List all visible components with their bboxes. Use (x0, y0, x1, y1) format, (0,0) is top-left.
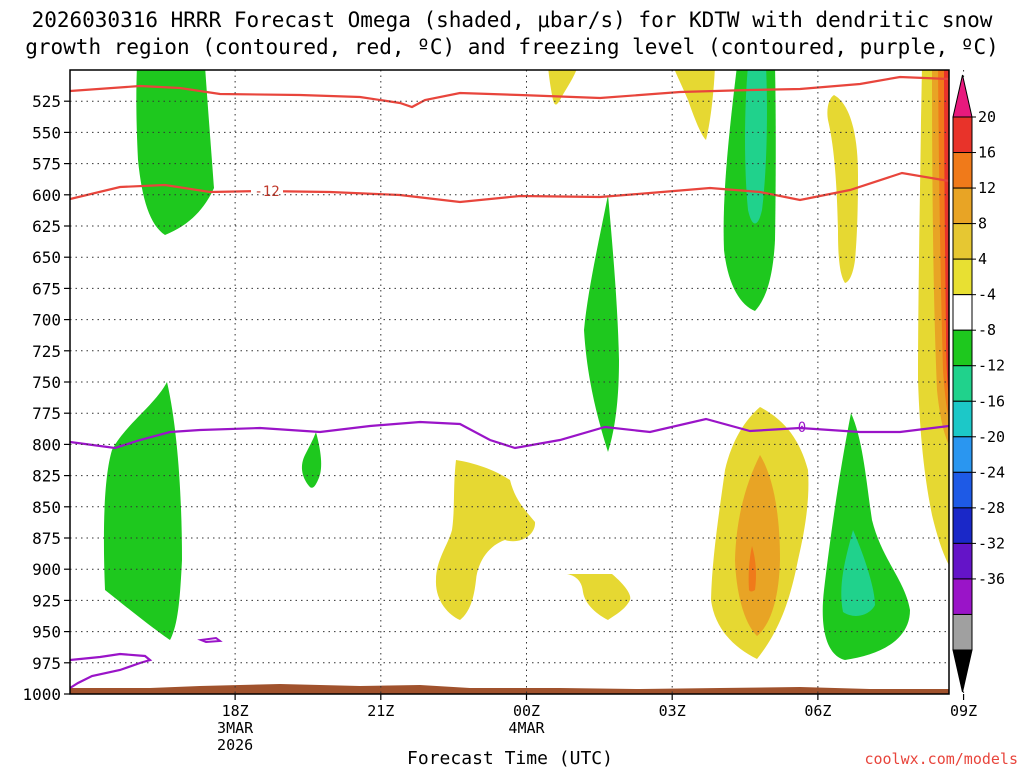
omega-region-ascent (103, 382, 182, 640)
dendritic-contour-minus12 (70, 171, 949, 204)
colorbar-label: 16 (978, 144, 996, 162)
colorbar-swatch (952, 578, 973, 615)
x-tick-label: 4MAR (508, 719, 545, 737)
y-tick-label: 975 (32, 654, 61, 673)
y-tick-label: 775 (32, 404, 61, 423)
y-tick-label: 900 (32, 560, 61, 579)
plot-frame (69, 69, 950, 695)
colorbar-swatch (952, 294, 973, 331)
omega-region-ascent (301, 432, 322, 488)
x-tick-label: 03Z (659, 702, 686, 720)
colorbar-label: -12 (978, 357, 1005, 375)
freezing-level-contour (70, 417, 949, 450)
colorbar-swatch (952, 613, 973, 651)
x-tick-label: 21Z (367, 702, 394, 720)
y-tick-label: 575 (32, 155, 61, 174)
colorbar-swatch (952, 365, 973, 402)
y-tick-label: 800 (32, 435, 61, 454)
x-tick-label: 06Z (804, 702, 831, 720)
colorbar-label: 20 (978, 108, 996, 126)
omega-region-strong-ascent (745, 70, 767, 224)
x-tick-label: 3MAR (217, 719, 254, 737)
colorbar-swatch (952, 223, 973, 260)
chart-title-line2: growth region (contoured, red, ºC) and f… (25, 35, 999, 59)
y-tick-label: 950 (32, 623, 61, 642)
omega-region-descent (674, 70, 715, 140)
omega-region-ascent (584, 195, 619, 452)
colorbar-label: -36 (978, 570, 1005, 588)
grid-lines (70, 70, 965, 694)
colorbar-label: -32 (978, 534, 1005, 552)
y-tick-label: 725 (32, 342, 61, 361)
plot-area: -12 0 (70, 70, 949, 694)
colorbar-swatch (952, 471, 973, 509)
x-axis-title: Forecast Time (UTC) (407, 748, 613, 768)
y-tick-label: 675 (32, 279, 61, 298)
colorbar-swatch (952, 258, 973, 296)
colorbar-label: -16 (978, 392, 1005, 410)
contour-label-freezing: 0 (798, 420, 806, 436)
colorbar-swatch (952, 329, 973, 367)
freezing-level-contour-loop (197, 636, 223, 644)
omega-region-descent (435, 460, 536, 620)
colorbar-label: -28 (978, 499, 1005, 517)
y-tick-label: 850 (32, 498, 61, 517)
colorbar-swatch (952, 542, 973, 580)
y-tick-label: 625 (32, 217, 61, 236)
dendritic-contour-minus18 (70, 75, 949, 109)
omega-region-moderate-descent (735, 455, 780, 636)
omega-region-descent (548, 70, 577, 105)
y-tick-label: 825 (32, 467, 61, 486)
colorbar-swatch (952, 116, 973, 154)
y-tick-label: 925 (32, 591, 61, 610)
colorbar-swatch (952, 152, 973, 189)
colorbar-label: -4 (978, 286, 996, 304)
colorbar-label: 4 (978, 250, 987, 268)
omega-region-descent (827, 95, 858, 283)
colorbar: 20 16 12 8 4 -4 -8 -12 -16 -20 -24 -28 -32 -36 (952, 74, 1005, 693)
colorbar-bottom-arrow (952, 649, 973, 693)
contour-label-minus12: -12 (254, 184, 279, 200)
colorbar-swatch (952, 507, 973, 544)
credit-text: coolwx.com/models (864, 750, 1018, 768)
y-tick-label: 750 (32, 373, 61, 392)
omega-region-descent (567, 574, 631, 620)
y-tick-label: 550 (32, 123, 61, 142)
colorbar-label: -24 (978, 463, 1005, 481)
terrain-ground (70, 684, 949, 694)
omega-region-ascent (822, 413, 910, 660)
x-tick-label: 00Z (513, 702, 540, 720)
y-tick-label: 875 (32, 529, 61, 548)
omega-region-ascent (136, 70, 214, 235)
y-tick-label: 700 (32, 311, 61, 330)
omega-region-very-strong-descent (944, 70, 949, 400)
chart-title-line1: 2026030316 HRRR Forecast Omega (shaded, … (32, 8, 993, 32)
y-axis: 525 550 575 600 625 650 675 700 725 750 775 800 825 8… (22, 92, 70, 704)
colorbar-top-arrow (952, 74, 973, 118)
x-tick-label: 09Z (950, 702, 977, 720)
freezing-level-contour-lower (70, 652, 153, 689)
x-tick-label: 18Z (222, 702, 249, 720)
colorbar-swatch (952, 436, 973, 473)
colorbar-label: -8 (978, 321, 996, 339)
x-tick-label: 2026 (217, 736, 253, 754)
colorbar-label: -20 (978, 428, 1005, 446)
colorbar-label: 8 (978, 215, 987, 233)
y-tick-label: 600 (32, 186, 61, 205)
y-tick-label: 650 (32, 248, 61, 267)
colorbar-label: 12 (978, 179, 996, 197)
colorbar-swatch (952, 187, 973, 225)
omega-region-strong-ascent (841, 530, 875, 616)
y-tick-label: 525 (32, 92, 61, 111)
colorbar-swatch (952, 400, 973, 438)
y-tick-label: 1000 (22, 685, 61, 704)
